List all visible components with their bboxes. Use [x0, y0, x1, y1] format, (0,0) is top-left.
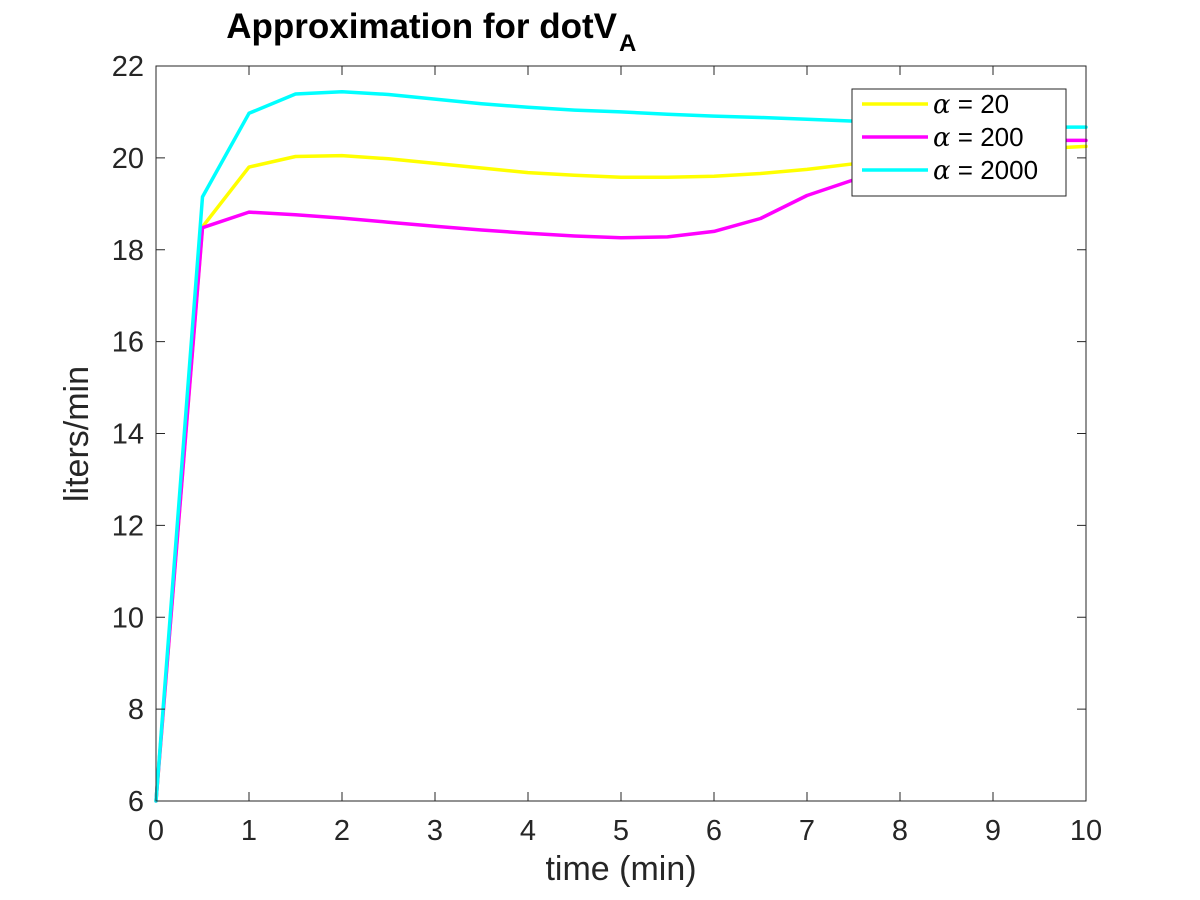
y-tick-labels: 6 8 10 12 14 16 18 20 22: [112, 51, 144, 818]
x-tick-label: 4: [520, 815, 536, 847]
x-tick-label: 3: [427, 815, 443, 847]
x-tick-label: 5: [613, 815, 629, 847]
y-tick-label: 20: [112, 143, 144, 175]
chart-title-subscript: A: [619, 30, 636, 57]
y-tick-label: 22: [112, 51, 144, 83]
x-tick-label: 1: [241, 815, 257, 847]
x-tick-label: 2: [334, 815, 350, 847]
y-tick-label: 16: [112, 327, 144, 359]
x-tick-label: 0: [148, 815, 164, 847]
x-tick-label: 6: [706, 815, 722, 847]
x-tick-label: 8: [892, 815, 908, 847]
legend-label-2: α = 200: [933, 122, 1024, 153]
y-tick-label: 12: [112, 510, 144, 542]
y-tick-label: 18: [112, 235, 144, 267]
legend-box: [851, 88, 1067, 197]
x-axis-label: time (min): [545, 850, 696, 888]
y-tick-label: 14: [112, 419, 144, 451]
x-tick-labels: 0 1 2 3 4 5 6 7 8 9 10: [148, 815, 1102, 847]
legend-label-3: α = 2000: [933, 155, 1038, 186]
plot-frame: [155, 65, 1087, 802]
y-tick-label: 6: [128, 786, 144, 818]
x-tick-label: 9: [985, 815, 1001, 847]
y-tick-label: 10: [112, 602, 144, 634]
y-tick-label: 8: [128, 694, 144, 726]
chart-title: Approximation for dotV: [226, 7, 617, 46]
x-tick-label: 7: [799, 815, 815, 847]
legend-label-1: α = 20: [933, 89, 1009, 120]
x-tick-label: 10: [1070, 815, 1102, 847]
y-axis-label: liters/min: [58, 366, 96, 502]
